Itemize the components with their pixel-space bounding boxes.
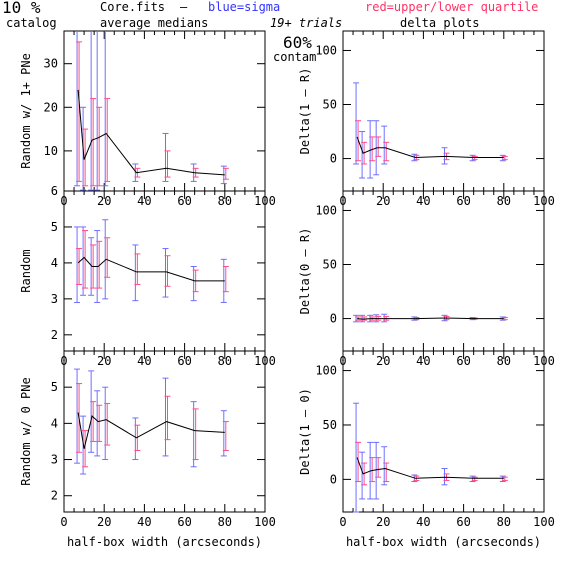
catalog-label: catalog xyxy=(6,16,57,30)
p4-xtick-label: 40 xyxy=(416,194,430,208)
file-label: Core.fits xyxy=(100,0,166,14)
p4-xtick-label: 20 xyxy=(376,194,390,208)
p1-ytick-label: 30 xyxy=(44,57,58,71)
p4-ytick-label: 0 xyxy=(330,152,337,166)
p3-ytick-label: 5 xyxy=(51,380,58,394)
p2-xtick-label: 40 xyxy=(137,354,151,368)
p3-frame xyxy=(63,350,266,513)
p2-ylabel: Random xyxy=(19,249,33,292)
p1-xtick-label: 80 xyxy=(218,194,232,208)
p4-xtick-label: 60 xyxy=(456,194,470,208)
sigma-legend: blue=sigma xyxy=(208,0,281,14)
p5-ylabel: Delta(0 – R) xyxy=(298,228,312,315)
p4-xtick-label: 80 xyxy=(497,194,511,208)
quartile-legend: red=upper/lower quartile xyxy=(365,0,539,14)
p1-median-line xyxy=(77,89,225,176)
p3-ytick-label: 2 xyxy=(51,489,58,503)
p3-xtick-label: 40 xyxy=(137,515,151,529)
average-medians-label: average medians xyxy=(100,16,209,30)
p1-ytick-label: 10 xyxy=(44,144,58,158)
p6-xtick-label: 100 xyxy=(533,515,555,529)
p5-ytick-label: 100 xyxy=(315,203,337,217)
p4-median-line xyxy=(356,136,504,159)
p4-ytick-label: 50 xyxy=(323,98,337,112)
p3-xlabel: half-box width (arcseconds) xyxy=(67,535,262,549)
p2-ytick-label: 3 xyxy=(51,292,58,306)
p6-frame xyxy=(342,350,545,513)
p2-ytick-label: 2 xyxy=(51,328,58,342)
p2-xtick-label: 20 xyxy=(97,354,111,368)
p3-xtick-label: 60 xyxy=(177,515,191,529)
p5-frame xyxy=(342,190,545,352)
p3-xtick-label: 20 xyxy=(97,515,111,529)
p6-ytick-label: 0 xyxy=(330,472,337,486)
p1-ytick-label: 20 xyxy=(44,100,58,114)
p4-ylabel: Delta(1 – R) xyxy=(298,68,312,155)
p5-xtick-label: 20 xyxy=(376,354,390,368)
delta-plots-label: delta plots xyxy=(400,16,480,30)
p6-ytick-label: 100 xyxy=(315,364,337,378)
p3-xtick-label: 80 xyxy=(218,515,232,529)
p1-frame xyxy=(63,30,266,192)
p5-ytick-label: 0 xyxy=(330,312,337,326)
p4-frame xyxy=(342,30,545,192)
p5-xtick-label: 40 xyxy=(416,354,430,368)
p1-xtick-label: 20 xyxy=(97,194,111,208)
p6-xtick-label: 0 xyxy=(339,515,346,529)
p5-ytick-label: 50 xyxy=(323,258,337,272)
p3-ytick-label: 4 xyxy=(51,416,58,430)
p6-median-line xyxy=(356,457,504,479)
p3-ylabel: Random w/ 0 PNe xyxy=(19,377,33,485)
p5-xtick-label: 60 xyxy=(456,354,470,368)
p6-xtick-label: 60 xyxy=(456,515,470,529)
p1-xtick-label: 60 xyxy=(177,194,191,208)
p3-xtick-label: 0 xyxy=(60,515,67,529)
p2-frame xyxy=(63,190,266,352)
p6-xtick-label: 40 xyxy=(416,515,430,529)
p2-xtick-label: 80 xyxy=(218,354,232,368)
p5-median-line xyxy=(357,317,504,320)
contam-label: contam xyxy=(273,50,317,64)
p2-ytick-label: 4 xyxy=(51,256,58,270)
p4-ytick-label: 100 xyxy=(315,43,337,57)
p2-ytick-label: 5 xyxy=(51,220,58,234)
trials-label: 19+ trials xyxy=(270,16,343,30)
p1-ylabel: Random w/ 1+ PNe xyxy=(19,53,33,169)
p3-xtick-label: 100 xyxy=(254,515,276,529)
p3-ytick-label: 3 xyxy=(51,453,58,467)
p1-xtick-label: 40 xyxy=(137,194,151,208)
p5-xtick-label: 80 xyxy=(497,354,511,368)
p6-xtick-label: 80 xyxy=(497,515,511,529)
p2-xtick-label: 60 xyxy=(177,354,191,368)
p2-median-line xyxy=(77,256,225,282)
p2-ytick-label: 6 xyxy=(51,184,58,198)
p3-median-line xyxy=(77,412,225,449)
p6-xtick-label: 20 xyxy=(376,515,390,529)
percent-label: 10 % xyxy=(2,0,41,17)
p6-ylabel: Delta(1 – 0) xyxy=(298,388,312,475)
p6-ytick-label: 50 xyxy=(323,418,337,432)
p6-xlabel: half-box width (arcseconds) xyxy=(346,535,541,549)
contam-percent: 60% xyxy=(283,33,312,52)
file-dash: – xyxy=(180,0,188,14)
